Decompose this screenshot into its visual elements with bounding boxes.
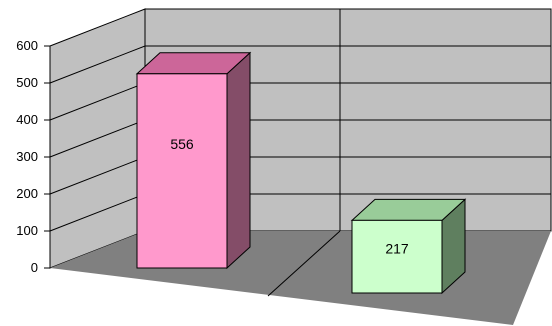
data-labels: 556 217 xyxy=(170,136,409,257)
bars xyxy=(135,51,467,295)
floor xyxy=(50,231,551,325)
chart-walls xyxy=(49,8,552,325)
bar-front xyxy=(136,73,228,269)
y-tick-label: 400 xyxy=(16,112,38,127)
data-label: 556 xyxy=(170,136,194,152)
bar-front xyxy=(351,219,443,294)
y-tick-label: 0 xyxy=(31,260,38,275)
y-axis: 0 100 200 300 400 500 600 xyxy=(16,38,50,275)
gridline-500 xyxy=(49,45,551,84)
y-tick-label: 600 xyxy=(16,38,38,53)
y-tick-label: 200 xyxy=(16,186,38,201)
y-tick-label: 500 xyxy=(16,75,38,90)
y-tick-label: 300 xyxy=(16,149,38,164)
y-tick-label: 100 xyxy=(16,223,38,238)
data-label: 217 xyxy=(385,240,409,256)
floor-divider xyxy=(267,230,341,297)
bar-side xyxy=(226,51,251,270)
